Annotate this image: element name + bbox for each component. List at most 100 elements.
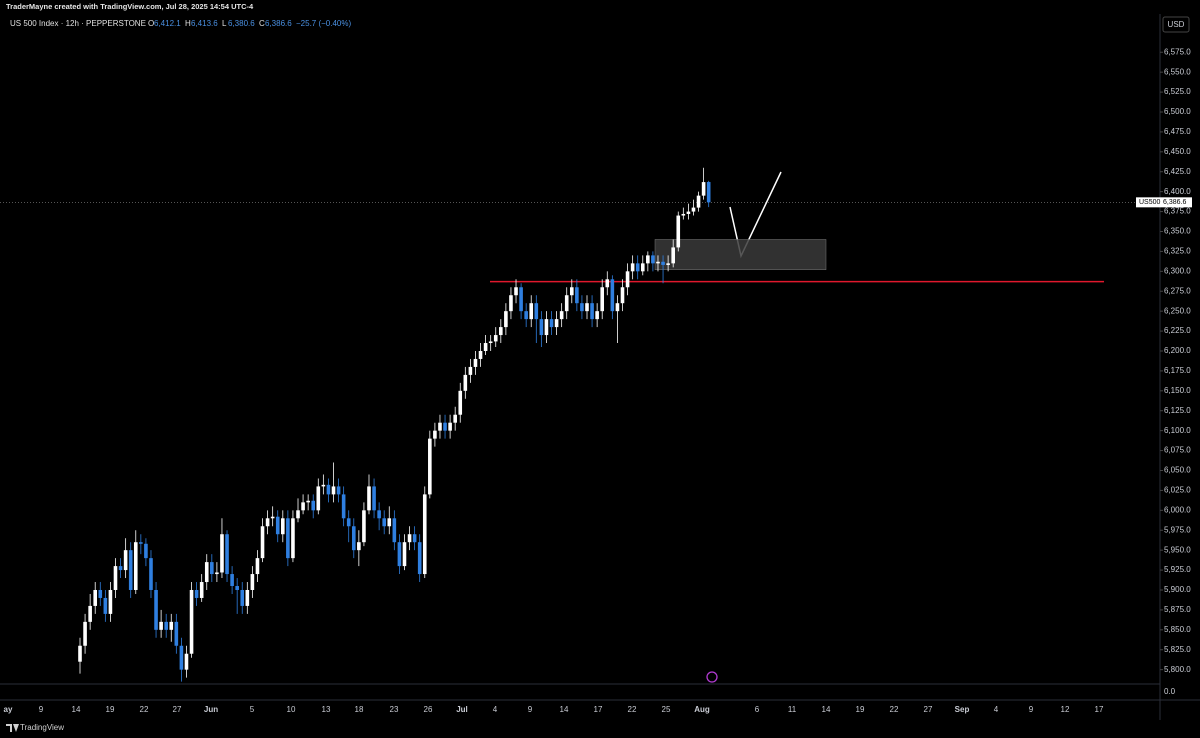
- candle-body: [519, 287, 523, 312]
- x-tick-label: Aug: [694, 705, 710, 714]
- event-icon[interactable]: [706, 671, 718, 683]
- candle-body: [250, 574, 255, 590]
- candle-body: [651, 255, 655, 264]
- legend-value: 6,380.6: [228, 19, 255, 28]
- candle-body: [321, 484, 326, 487]
- candle-body: [646, 255, 650, 264]
- legend-key: H: [185, 19, 191, 28]
- candle-body: [620, 287, 625, 304]
- candle-body: [499, 327, 503, 336]
- x-tick-label: Sep: [955, 705, 970, 714]
- candle-body: [199, 582, 204, 598]
- candle-body: [478, 350, 483, 359]
- candle-body: [488, 341, 493, 344]
- x-tick-label: 19: [106, 705, 115, 714]
- x-tick-label: 9: [528, 705, 533, 714]
- candle-body: [296, 510, 300, 519]
- y-tick-label: 6,350.0: [1164, 227, 1191, 236]
- candle-body: [336, 486, 341, 495]
- candle-body: [549, 319, 554, 328]
- candle-body: [93, 589, 98, 606]
- currency-box[interactable]: [1162, 16, 1190, 33]
- candle-body: [103, 597, 108, 614]
- y-tick-label: 6,550.0: [1164, 67, 1191, 76]
- candle-body: [275, 516, 280, 535]
- legend-value: 6,386.6: [265, 19, 292, 28]
- x-tick-label: 14: [822, 705, 831, 714]
- candle-body: [108, 589, 113, 614]
- candle-body: [539, 319, 544, 336]
- candle-body: [189, 589, 194, 654]
- candle-body: [534, 303, 539, 320]
- candle-body: [230, 574, 234, 587]
- x-tick-label: 5: [250, 705, 255, 714]
- x-tick-label: 14: [560, 705, 569, 714]
- candle-body: [504, 311, 508, 328]
- candle-body: [514, 287, 518, 296]
- candle-body: [159, 621, 163, 630]
- candle-body: [346, 518, 351, 527]
- y-tick-label: 6,275.0: [1164, 286, 1191, 295]
- candle-body: [493, 335, 498, 342]
- candle-body: [357, 542, 361, 551]
- y-tick-label: 5,925.0: [1164, 565, 1191, 574]
- chart-title: US 500 Index · 12h · PEPPERSTONE: [10, 19, 146, 28]
- x-tick-label: 11: [788, 705, 797, 714]
- y-tick-label: 6,225.0: [1164, 326, 1191, 335]
- x-tick-label: 23: [390, 705, 399, 714]
- candle-body: [291, 518, 295, 559]
- y-tick-label: 6,200.0: [1164, 346, 1191, 355]
- candle-body: [341, 494, 346, 519]
- candle-body: [600, 287, 605, 312]
- y-tick-label: 6,025.0: [1164, 486, 1191, 495]
- last-price-symbol: US500: [1139, 199, 1161, 206]
- candle-body: [509, 295, 513, 312]
- candle-body: [544, 319, 549, 336]
- credit: TraderMayne created with TradingView.com…: [6, 2, 254, 11]
- y-tick-label: 6,325.0: [1164, 247, 1191, 256]
- candle-body: [524, 311, 528, 320]
- candle-body: [164, 621, 168, 630]
- candle-body: [377, 510, 381, 519]
- candle-body: [306, 500, 310, 503]
- candle-body: [671, 247, 675, 264]
- candle-body: [635, 263, 640, 272]
- currency[interactable]: USD: [1168, 20, 1185, 29]
- legend-value: 6,412.1: [154, 19, 181, 28]
- y-tick-label: 6,300.0: [1164, 266, 1191, 275]
- candle-body: [372, 486, 376, 511]
- x-tick-label: 13: [322, 705, 331, 714]
- x-tick-label: Jul: [456, 705, 468, 714]
- candle-body: [696, 195, 701, 208]
- candle-body: [575, 287, 579, 304]
- candle-body: [169, 621, 174, 630]
- y-tick-label: 5,900.0: [1164, 585, 1191, 594]
- y-tick-label: 6,400.0: [1164, 187, 1191, 196]
- candle-body: [640, 263, 645, 272]
- legend-key: L: [222, 19, 227, 28]
- y-tick-label: 6,250.0: [1164, 306, 1191, 315]
- candle-body: [387, 518, 392, 527]
- candle-body: [630, 263, 635, 272]
- y-tick-label: 6,525.0: [1164, 87, 1191, 96]
- x-tick-label: 27: [173, 705, 182, 714]
- y-tick-label: 6,425.0: [1164, 167, 1191, 176]
- candle-body: [706, 182, 711, 203]
- candle-body: [281, 518, 285, 535]
- candle-body: [286, 518, 290, 559]
- x-tick-label: 25: [662, 705, 671, 714]
- candle-body: [128, 550, 133, 590]
- candle-body: [326, 484, 331, 495]
- candles: [78, 167, 711, 682]
- candle-body: [686, 211, 691, 214]
- candle-body: [433, 430, 437, 439]
- candle-body: [443, 422, 447, 431]
- candle-body: [265, 518, 270, 527]
- x-tick-label: 22: [140, 705, 149, 714]
- y-tick-label: 6,000.0: [1164, 505, 1191, 514]
- candle-body: [301, 502, 305, 511]
- candle-body: [595, 311, 599, 320]
- legend-value: 6,413.6: [191, 19, 218, 28]
- candle-body: [194, 589, 199, 598]
